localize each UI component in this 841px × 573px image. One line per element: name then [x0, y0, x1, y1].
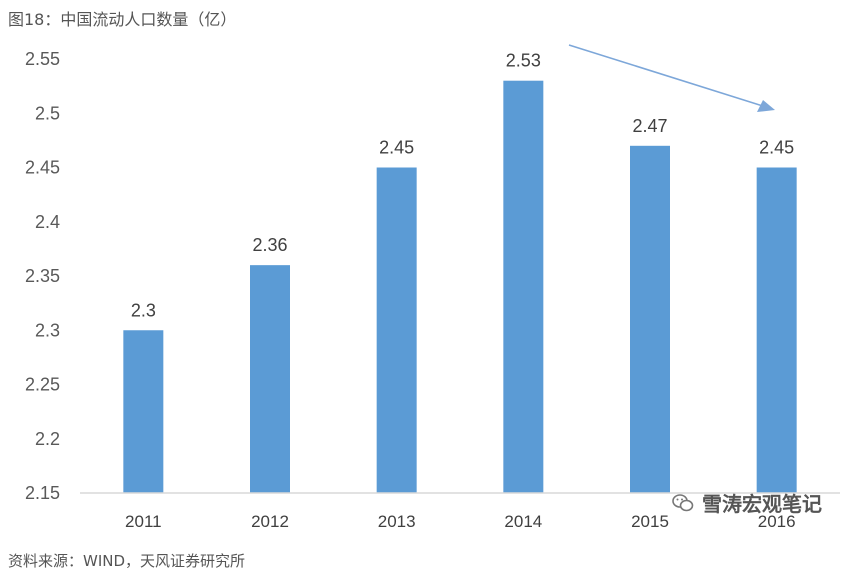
trend-arrow	[568, 44, 775, 112]
wechat-icon	[672, 493, 694, 511]
y-tick-label: 2.3	[35, 320, 60, 340]
bar-2015	[630, 145, 670, 494]
data-labels: 2.3 2.36 2.45 2.53 2.47 2.45	[131, 51, 794, 321]
x-tick-label: 2012	[251, 512, 289, 531]
bar-2012	[250, 265, 290, 493]
data-label-2012: 2.36	[252, 235, 287, 255]
figure-title: 图18：中国流动人口数量（亿）	[8, 10, 237, 29]
y-tick-label: 2.5	[35, 103, 60, 123]
data-label-2015: 2.47	[632, 116, 667, 136]
bar-chart: 2.15 2.2 2.25 2.3 2.35 2.4 2.45 2.5 2.55 2.3 2.36…	[25, 44, 840, 531]
y-tick-label: 2.45	[25, 158, 60, 178]
x-tick-label: 2011	[125, 512, 162, 531]
arrowhead-icon	[757, 100, 775, 112]
y-tick-label: 2.55	[25, 49, 60, 69]
x-tick-label: 2013	[378, 512, 416, 531]
y-tick-label: 2.2	[35, 429, 60, 449]
data-label-2014: 2.53	[506, 51, 541, 71]
data-label-2011: 2.3	[131, 300, 156, 320]
y-axis-ticks: 2.15 2.2 2.25 2.3 2.35 2.4 2.45 2.5 2.55	[25, 49, 60, 503]
bar-2014	[503, 80, 544, 493]
y-tick-label: 2.4	[35, 212, 60, 232]
x-tick-label: 2015	[631, 512, 669, 531]
y-tick-label: 2.35	[25, 266, 60, 286]
x-tick-label: 2014	[504, 512, 542, 531]
bar-2016	[756, 167, 797, 493]
watermark-text: 雪涛宏观笔记	[702, 492, 822, 516]
data-label-2016: 2.45	[759, 138, 794, 158]
source-note: 资料来源：WIND，天风证券研究所	[8, 552, 246, 570]
bar-2013	[376, 167, 417, 493]
bar-series	[123, 80, 797, 494]
y-tick-label: 2.15	[25, 483, 60, 503]
data-label-2013: 2.45	[379, 138, 414, 158]
bar-2011	[123, 330, 164, 493]
x-tick-label: 2016	[758, 512, 796, 531]
x-axis-ticks: 2011 2012 2013 2014 2015 2016	[125, 512, 796, 531]
y-tick-label: 2.25	[25, 375, 60, 395]
watermark: 雪涛宏观笔记	[672, 488, 822, 517]
